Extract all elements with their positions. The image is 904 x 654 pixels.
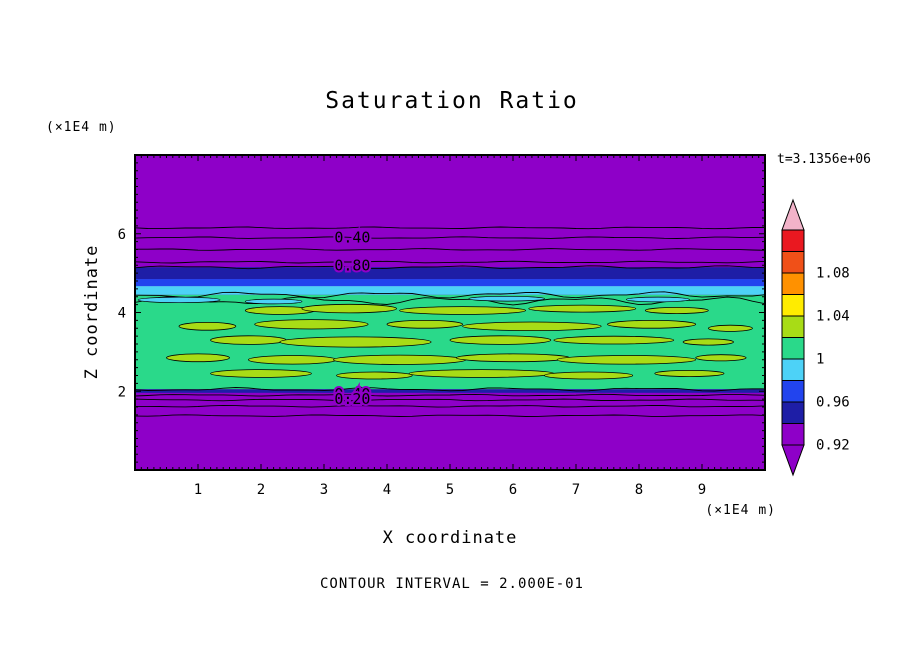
colorbar-bottom-arrow (781, 444, 805, 477)
svg-text:7: 7 (572, 482, 580, 498)
colorbar-segment (781, 294, 805, 317)
axis-ticks (134, 154, 766, 471)
colorbar-segment (781, 251, 805, 274)
colorbar-segment (781, 423, 805, 446)
svg-text:3: 3 (320, 482, 328, 498)
svg-text:0.20: 0.20 (334, 390, 370, 408)
colorbar-top-arrow (781, 198, 805, 231)
svg-text:5: 5 (446, 482, 454, 498)
colorbar-tick-label: 1.08 (816, 266, 850, 282)
colorbar-segment (781, 380, 805, 403)
svg-text:0.40: 0.40 (334, 385, 370, 403)
y-tick-labels: 2 4 6 (118, 227, 126, 400)
colorbar-tick-label: 1 (816, 352, 824, 368)
colorbar-tick-label: 0.96 (816, 395, 850, 411)
contour-interval-note: CONTOUR INTERVAL = 2.000E-01 (319, 576, 584, 592)
y-axis-title: Z coordinate (82, 244, 102, 380)
colorbar-segment (781, 229, 805, 252)
colorbar-segment (781, 358, 805, 381)
svg-text:2: 2 (257, 482, 265, 498)
svg-text:8: 8 (635, 482, 643, 498)
contour-labels: 0.400.800.400.20 (332, 227, 372, 410)
colorbar-tick-label: 1.04 (816, 309, 850, 325)
colorbar-segment (781, 315, 805, 338)
time-annotation: t=3.1356e+06 (777, 152, 871, 167)
colorbar-tick-label: 0.92 (816, 438, 850, 454)
svg-text:0.40: 0.40 (334, 229, 370, 247)
svg-text:6: 6 (509, 482, 517, 498)
x-tick-labels: 1 2 3 4 5 6 7 8 9 (194, 482, 706, 498)
svg-text:4: 4 (118, 306, 126, 322)
svg-text:4: 4 (383, 482, 391, 498)
colorbar-segment (781, 401, 805, 424)
colorbar: 1.08 1.04 1 0.96 0.92 (781, 198, 850, 477)
chart-title: Saturation Ratio (325, 88, 579, 114)
x-axis-unit-label: (×1E4 m) (705, 503, 776, 518)
svg-text:6: 6 (118, 227, 126, 243)
colorbar-segment (781, 272, 805, 295)
y-axis-unit-label: (×1E4 m) (46, 120, 117, 135)
contour-lines (134, 226, 766, 417)
contour-blobs (166, 303, 753, 380)
svg-text:2: 2 (118, 384, 126, 400)
x-axis-title: X coordinate (382, 528, 518, 548)
colorbar-segment (781, 337, 805, 360)
svg-text:1: 1 (194, 482, 202, 498)
cyan-patches (137, 295, 690, 305)
svg-text:0.80: 0.80 (334, 256, 370, 274)
svg-text:9: 9 (698, 482, 706, 498)
